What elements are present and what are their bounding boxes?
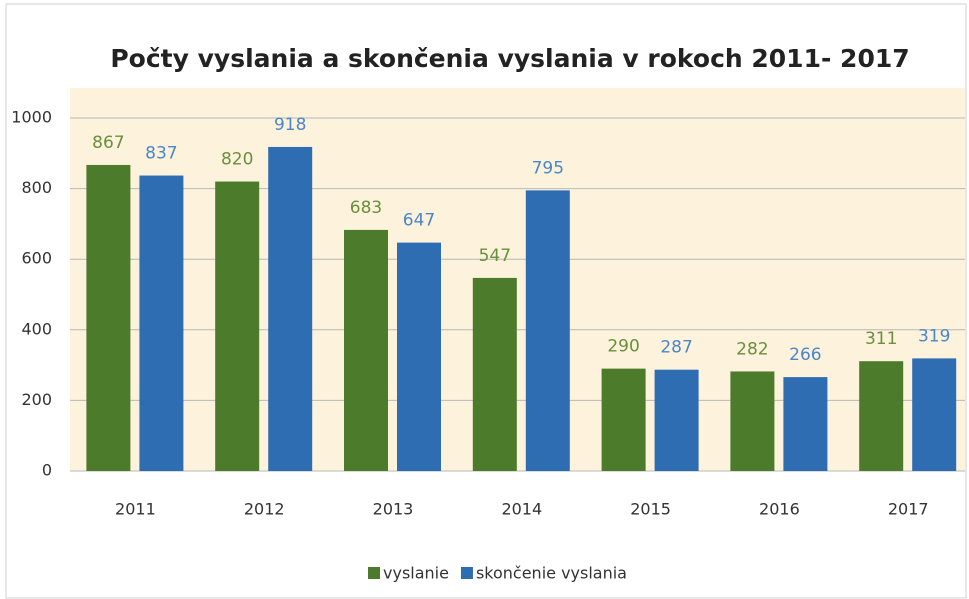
data-label: 290	[607, 337, 639, 357]
x-tick-label: 2014	[501, 500, 542, 519]
legend-label: skončenie vyslania	[476, 564, 627, 583]
data-label: 795	[532, 158, 564, 178]
bar	[525, 190, 570, 472]
x-tick-label: 2015	[630, 500, 671, 519]
data-label: 867	[92, 133, 124, 153]
y-tick-label: 0	[42, 461, 52, 480]
x-tick-label: 2017	[888, 500, 929, 519]
data-label: 266	[789, 345, 821, 365]
data-label: 287	[660, 338, 692, 358]
data-label: 282	[736, 339, 768, 359]
data-label: 820	[221, 150, 253, 170]
plot-area	[70, 88, 965, 471]
bar	[139, 175, 184, 471]
data-label: 319	[918, 326, 950, 346]
x-tick-label: 2013	[373, 500, 414, 519]
data-label: 647	[403, 211, 435, 231]
bar	[783, 377, 828, 471]
y-tick-label: 1000	[11, 108, 52, 127]
legend-swatch	[368, 567, 380, 579]
bar	[730, 371, 775, 471]
bar	[215, 181, 260, 472]
data-label: 837	[145, 144, 177, 164]
bar	[912, 358, 957, 471]
x-tick-label: 2012	[244, 500, 285, 519]
bar	[859, 361, 904, 471]
bar	[344, 229, 388, 471]
x-tick-label: 2016	[759, 500, 800, 519]
chart-title: Počty vyslania a skončenia vyslania v ro…	[110, 44, 909, 73]
x-tick-label: 2011	[115, 500, 156, 519]
bar	[654, 369, 699, 471]
data-label: 311	[865, 329, 897, 349]
bar	[268, 146, 313, 472]
y-tick-label: 200	[21, 390, 52, 409]
y-tick-label: 800	[21, 178, 52, 197]
legend-swatch	[460, 567, 473, 579]
data-label: 683	[350, 198, 382, 218]
data-label: 918	[274, 115, 306, 135]
data-label: 547	[479, 246, 511, 266]
y-tick-label: 600	[21, 249, 52, 268]
bar	[601, 368, 646, 471]
legend-label: vyslanie	[383, 564, 449, 583]
y-tick-label: 400	[21, 319, 52, 338]
bar	[472, 277, 517, 471]
bar	[397, 242, 441, 471]
bar	[86, 164, 131, 471]
